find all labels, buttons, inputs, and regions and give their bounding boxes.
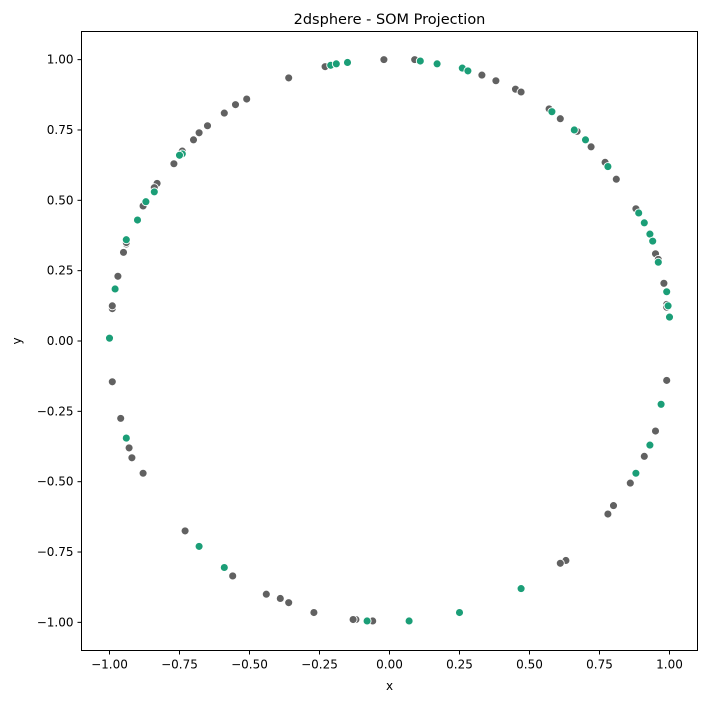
data-point-gray	[586, 142, 596, 152]
data-point-green	[631, 468, 641, 478]
data-point-gray	[228, 571, 238, 581]
x-tick-label: 0.50	[516, 658, 543, 672]
x-tick-label: −0.75	[161, 658, 198, 672]
y-tick-label: 1.00	[47, 53, 74, 67]
data-point-gray	[379, 55, 389, 65]
data-point-green	[121, 433, 131, 443]
chart-title: 2dsphere - SOM Projection	[294, 12, 486, 28]
y-tick-label: 0.00	[47, 334, 74, 348]
data-point-gray	[284, 598, 294, 608]
data-point-green	[639, 218, 649, 228]
data-point-green	[343, 58, 352, 67]
data-point-gray	[119, 247, 128, 257]
data-point-gray	[348, 615, 358, 624]
y-tick-label: −1.00	[37, 615, 74, 629]
x-tick-label: −0.25	[301, 658, 338, 672]
x-tick-label: 0.75	[586, 658, 613, 672]
x-tick-label: −1.00	[91, 658, 128, 672]
data-point-green	[581, 135, 590, 145]
data-point-green	[663, 301, 673, 311]
data-point-green	[662, 287, 672, 297]
data-point-gray	[138, 468, 148, 478]
data-point-gray	[611, 174, 621, 184]
data-point-gray	[609, 501, 618, 511]
data-point-green	[455, 608, 464, 617]
data-point-green	[415, 56, 425, 66]
y-tick-label: 0.75	[47, 123, 74, 137]
x-tick-label: −0.50	[231, 658, 268, 672]
data-point-gray	[189, 135, 198, 145]
data-point-gray	[124, 443, 134, 453]
data-point-green	[194, 541, 204, 551]
data-point-gray	[194, 128, 204, 138]
data-point-gray	[659, 278, 669, 288]
data-point-green	[603, 162, 613, 172]
y-tick-label: −0.50	[37, 475, 74, 489]
data-point-gray	[219, 108, 229, 118]
data-point-green	[648, 236, 658, 246]
data-point-green	[219, 563, 229, 572]
data-point-gray	[603, 509, 613, 519]
x-tick-label: 0.00	[376, 658, 403, 672]
data-point-green	[516, 584, 526, 594]
data-point-green	[634, 208, 644, 218]
ticks-group: −1.00 −0.75 −0.50 −0.25 0.00 0.25 0.50 0.75 1.00…	[37, 53, 683, 672]
data-point-gray	[477, 70, 487, 80]
data-point-gray	[651, 426, 660, 436]
data-point-green	[133, 215, 142, 225]
data-point-green	[110, 284, 120, 294]
data-point-green	[362, 616, 372, 626]
y-axis-label: y	[10, 337, 24, 344]
data-point-gray	[231, 100, 240, 110]
data-point-green	[175, 150, 184, 160]
data-point-green	[569, 125, 579, 135]
data-point-gray	[625, 478, 635, 488]
data-point-gray	[309, 608, 319, 617]
data-point-green	[404, 616, 414, 626]
data-point-gray	[107, 377, 117, 387]
y-tick-label: −0.75	[37, 545, 74, 559]
axes-frame	[81, 31, 698, 651]
data-point-green	[656, 399, 666, 409]
data-point-gray	[555, 114, 565, 124]
y-tick-label: 0.50	[47, 193, 74, 207]
x-axis-label: x	[386, 679, 393, 693]
data-point-gray	[127, 453, 137, 463]
data-point-green	[149, 187, 159, 197]
y-tick-label: 0.25	[47, 264, 74, 278]
data-point-green	[547, 107, 557, 117]
data-point-gray	[639, 451, 649, 461]
data-point-green	[645, 440, 655, 450]
y-tick-label: −0.25	[37, 404, 74, 418]
data-point-gray	[116, 413, 126, 423]
data-point-gray	[107, 301, 117, 311]
points-group	[105, 55, 674, 626]
data-point-green	[665, 312, 674, 322]
data-point-gray	[275, 593, 285, 603]
x-tick-label: 0.25	[446, 658, 473, 672]
data-point-gray	[113, 271, 123, 281]
data-point-gray	[491, 76, 501, 86]
data-point-gray	[555, 558, 565, 568]
data-point-gray	[203, 121, 212, 131]
data-point-green	[653, 257, 663, 267]
data-point-gray	[180, 526, 190, 536]
data-point-green	[432, 59, 442, 69]
data-point-gray	[261, 589, 271, 599]
data-point-green	[121, 235, 131, 245]
x-tick-label: 1.00	[656, 658, 683, 672]
data-point-gray	[662, 375, 672, 385]
data-point-gray	[516, 87, 526, 97]
data-point-gray	[242, 94, 252, 104]
data-point-gray	[284, 73, 294, 83]
data-point-green	[463, 66, 473, 76]
data-point-gray	[169, 159, 179, 169]
data-point-green	[105, 333, 114, 343]
data-point-green	[141, 197, 151, 207]
data-point-green	[331, 59, 341, 69]
